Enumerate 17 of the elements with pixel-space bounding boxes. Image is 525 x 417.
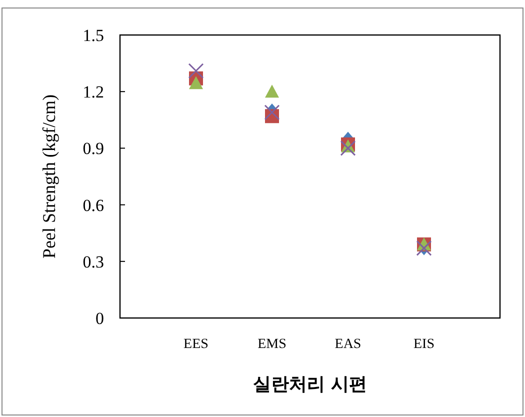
point	[340, 140, 356, 156]
point	[188, 63, 204, 79]
point	[189, 76, 203, 90]
x-tick-label: EMS	[258, 337, 286, 352]
x-axis-title: 실란처리 시편	[252, 374, 368, 395]
y-tick-label: 0	[96, 309, 104, 328]
y-tick-label: 1.2	[82, 82, 104, 102]
y-tick-label: 1.5	[82, 26, 104, 45]
y-tick-label: 0.9	[82, 139, 104, 158]
x-tick-label: EAS	[334, 337, 362, 352]
y-tick-label: 0.6	[82, 196, 104, 215]
x-tick-label: EES	[184, 337, 208, 352]
point	[264, 104, 280, 120]
y-axis-title: Peel Strength (kgf/cm)	[39, 94, 59, 258]
y-tick-label: 0.3	[82, 252, 104, 272]
x-tick-label: EIS	[414, 337, 434, 352]
point	[265, 84, 279, 98]
